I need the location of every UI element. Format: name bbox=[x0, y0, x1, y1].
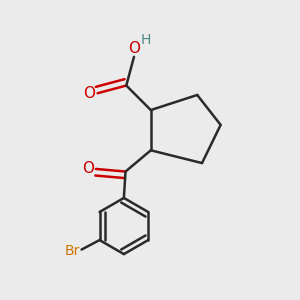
Text: O: O bbox=[128, 41, 140, 56]
Text: O: O bbox=[82, 161, 94, 176]
Text: O: O bbox=[83, 86, 95, 101]
Text: Br: Br bbox=[64, 244, 80, 258]
Text: H: H bbox=[140, 33, 151, 47]
